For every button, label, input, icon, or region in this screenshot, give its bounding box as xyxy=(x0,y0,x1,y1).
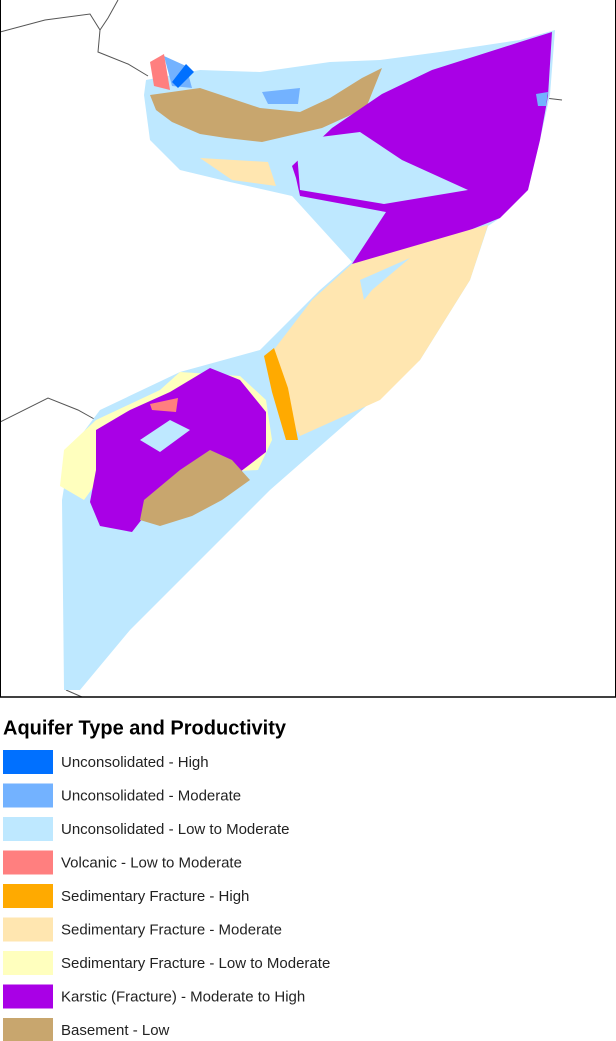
region xyxy=(360,258,410,300)
legend-swatch xyxy=(3,750,53,774)
legend-swatch xyxy=(3,817,53,841)
region xyxy=(262,88,300,104)
legend-label: Sedimentary Fracture - High xyxy=(61,888,249,905)
legend-label: Unconsolidated - Low to Moderate xyxy=(61,821,289,838)
region xyxy=(264,348,298,440)
region xyxy=(292,32,552,264)
region xyxy=(200,158,276,186)
legend-title: Aquifer Type and Productivity xyxy=(3,717,287,739)
region xyxy=(140,450,250,526)
legend-swatch xyxy=(3,1018,53,1041)
region xyxy=(150,398,178,412)
map xyxy=(0,0,563,698)
legend-swatch xyxy=(3,884,53,908)
region xyxy=(90,368,266,532)
legend-label: Unconsolidated - High xyxy=(61,754,209,771)
legend-swatch xyxy=(3,850,53,875)
region xyxy=(266,225,488,436)
border xyxy=(99,0,119,31)
legend-label: Unconsolidated - Moderate xyxy=(61,787,241,804)
legend-swatch xyxy=(3,951,53,975)
legend-swatch xyxy=(3,783,53,808)
region xyxy=(140,420,190,452)
region xyxy=(296,132,468,204)
legend: Unconsolidated - High Unconsolidated - Mo… xyxy=(3,750,330,1041)
legend-label: Volcanic - Low to Moderate xyxy=(61,854,242,871)
country-borders xyxy=(0,0,563,698)
legend-label: Karstic (Fracture) - Moderate to High xyxy=(61,988,305,1005)
region xyxy=(536,92,548,106)
region xyxy=(172,64,194,88)
legend-swatch xyxy=(3,917,53,942)
region xyxy=(150,54,170,90)
region xyxy=(150,68,382,142)
legend-swatch xyxy=(3,984,53,1009)
legend-label: Basement - Low xyxy=(61,1022,170,1039)
border xyxy=(0,13,149,77)
legend-label: Sedimentary Fracture - Moderate xyxy=(61,921,282,938)
legend-label: Sedimentary Fracture - Low to Moderate xyxy=(61,955,330,972)
border xyxy=(65,689,83,698)
border xyxy=(0,397,97,423)
